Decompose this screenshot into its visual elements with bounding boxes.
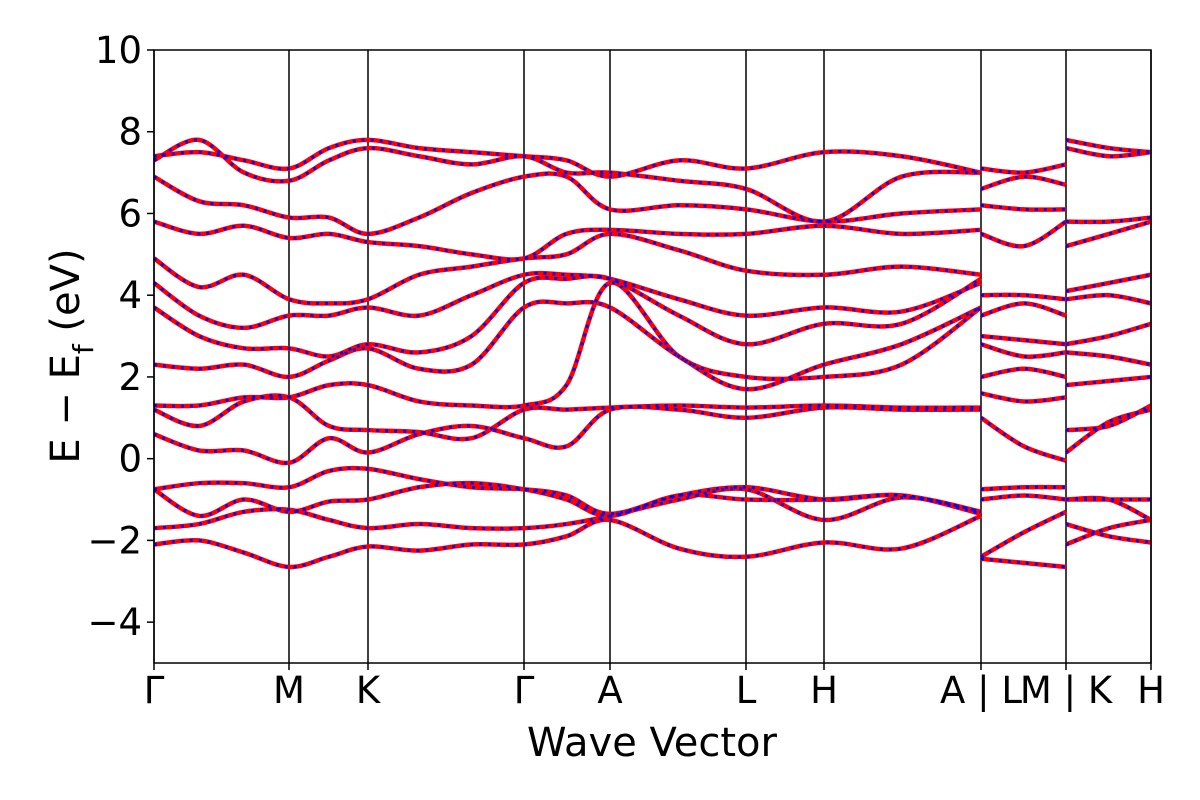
band-line	[153, 405, 1152, 465]
x-tick-label: M | K	[1020, 669, 1114, 712]
band-line	[153, 486, 1152, 570]
x-tick-label: H	[1137, 669, 1165, 712]
band-line	[153, 172, 1152, 236]
x-tick-label: A | L	[940, 669, 1022, 712]
y-tick-label: 0	[118, 438, 142, 481]
y-label-main: E − E	[43, 354, 89, 464]
band-line	[153, 487, 1152, 569]
x-axis-label: Wave Vector	[527, 720, 778, 766]
x-tick-label: Γ	[514, 669, 535, 712]
x-tick-label: A	[597, 669, 622, 712]
band-line	[153, 138, 1152, 179]
band-line	[153, 300, 1152, 391]
x-tick-label: M	[273, 669, 305, 712]
band-line	[153, 391, 1152, 441]
band-line	[153, 510, 1152, 569]
y-tick-label: 4	[118, 274, 142, 317]
y-tick-label: −4	[87, 601, 142, 644]
y-tick-label: 2	[118, 356, 142, 399]
y-label-sub: f	[67, 343, 100, 354]
y-tick-label: 6	[118, 192, 142, 235]
band-line	[153, 466, 1152, 522]
band-line	[153, 281, 1152, 409]
band-line	[153, 274, 1152, 359]
band-line	[153, 232, 1152, 305]
y-tick-label: −2	[87, 519, 142, 562]
band-line	[153, 404, 1152, 466]
y-tick-label: 8	[118, 111, 142, 154]
y-tick-label: 10	[95, 29, 142, 72]
x-tick-label: K	[356, 669, 382, 712]
y-axis-label: E − Ef (eV)	[43, 248, 100, 463]
x-tick-label: H	[810, 669, 838, 712]
band-line	[153, 220, 1152, 262]
x-tick-label: L	[736, 669, 757, 712]
y-label-unit: (eV)	[43, 248, 89, 344]
plot-frame	[153, 49, 1152, 664]
band-line	[153, 271, 1152, 330]
x-tick-label: Γ	[144, 669, 165, 712]
